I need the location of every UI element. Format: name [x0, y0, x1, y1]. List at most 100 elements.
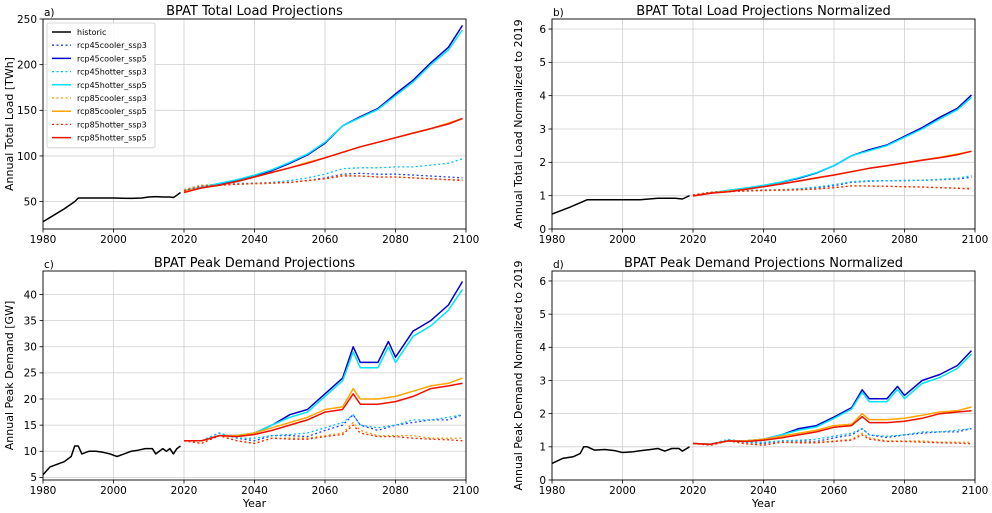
series-group — [552, 94, 973, 215]
series-line-rcp85hotter_ssp5 — [184, 382, 463, 442]
series-line-rcp85cooler_ssp5 — [184, 377, 463, 442]
x-tick-label: 2020 — [680, 485, 707, 497]
y-tick-label: 250 — [17, 14, 37, 26]
x-tick-label: 1980 — [30, 234, 57, 246]
y-axis-label: Annual Peak Demand [GW] — [3, 301, 16, 450]
panel-total-load: 1980 2000 2020 2040 2060 2080 2100 50 100 150 200 2… — [3, 4, 479, 246]
y-tick-label: 20 — [24, 394, 37, 406]
series-line-rcp85hotter_ssp5 — [183, 117, 463, 194]
y-tick-label: 150 — [17, 105, 37, 117]
y-tick-label: 35 — [24, 315, 37, 327]
y-tick-label: 2 — [539, 157, 546, 169]
legend-label: rcp85hotter_ssp5 — [77, 134, 147, 143]
series-line-rcp45cooler_ssp3 — [184, 414, 463, 442]
x-tick-label: 2080 — [382, 485, 409, 497]
y-tick-label: 30 — [24, 342, 37, 354]
legend-label: rcp45hotter_ssp5 — [77, 81, 147, 90]
y-tick-label: 40 — [24, 289, 37, 301]
y-tick-label: 100 — [17, 151, 37, 163]
y-tick-label: 3 — [539, 124, 546, 136]
x-tick-label: 2060 — [312, 234, 339, 246]
chart-title: BPAT Peak Demand Projections — [154, 256, 355, 271]
legend-label: rcp45cooler_ssp5 — [77, 54, 147, 63]
x-tick-label: 2000 — [100, 485, 127, 497]
x-tick-label: 2080 — [891, 485, 918, 497]
x-tick-label: 2060 — [312, 485, 339, 497]
series-line-historic — [552, 446, 690, 465]
series-group — [43, 281, 464, 476]
legend-label: historic — [77, 28, 106, 37]
panel-label: b) — [553, 7, 564, 19]
y-tick-label: 25 — [24, 368, 37, 380]
x-tick-label: 2040 — [750, 485, 777, 497]
x-tick-label: 2100 — [962, 485, 989, 497]
x-tick-label: 2060 — [821, 234, 848, 246]
x-tick-label: 1980 — [539, 485, 566, 497]
x-tick-label: 2100 — [453, 485, 480, 497]
series-line-rcp85hotter_ssp5 — [692, 150, 972, 197]
x-tick-label: 1980 — [539, 234, 566, 246]
series-line-rcp45hotter_ssp5 — [183, 29, 464, 192]
x-tick-label: 2020 — [171, 234, 198, 246]
series-line-rcp85hotter_ssp3 — [692, 434, 972, 446]
chart-title: BPAT Peak Demand Projections Normalized — [624, 256, 903, 271]
gridlines — [42, 271, 467, 480]
y-tick-label: 4 — [539, 90, 546, 102]
x-tick-label: 2000 — [609, 234, 636, 246]
legend-label: rcp45hotter_ssp3 — [77, 68, 147, 77]
x-tick-label: 2040 — [750, 234, 777, 246]
series-group — [43, 24, 464, 223]
y-axis-label: Annual Peak Demand Normalized to 2019 — [512, 261, 525, 491]
x-tick-label: 2000 — [609, 485, 636, 497]
panel-peak-demand: 1980 2000 2020 2040 2060 2080 2100 5 10 15 20 25 30 3… — [3, 256, 479, 510]
y-tick-label: 15 — [24, 420, 37, 432]
y-tick-label: 50 — [24, 196, 37, 208]
panel-label: d) — [553, 259, 564, 271]
series-line-historic — [552, 195, 690, 215]
y-tick-label: 2 — [539, 408, 546, 420]
x-tick-label: 2080 — [891, 234, 918, 246]
x-tick-label: 2100 — [962, 234, 989, 246]
panel-peak-demand-normalized: 1980 2000 2020 2040 2060 2080 2100 0 1 2 3 4 5 6 BPAT … — [512, 256, 988, 510]
panel-total-load-normalized: 1980 2000 2020 2040 2060 2080 2100 0 1 2 3 4 5 6 BPAT … — [512, 4, 988, 246]
x-axis-label: Year — [242, 497, 267, 510]
series-line-historic — [43, 445, 181, 476]
x-tick-label: 2020 — [171, 485, 198, 497]
legend-box — [46, 22, 156, 149]
x-tick-label: 1980 — [30, 485, 57, 497]
legend-label: rcp45cooler_ssp3 — [77, 41, 147, 50]
legend-label: rcp85cooler_ssp5 — [77, 107, 147, 116]
series-line-rcp45hotter_ssp5 — [692, 96, 972, 197]
y-tick-label: 5 — [30, 472, 37, 484]
series-line-rcp85cooler_ssp3 — [183, 421, 463, 445]
series-line-rcp85hotter_ssp5 — [692, 409, 972, 445]
panel-label: c) — [44, 259, 54, 271]
series-line-rcp45hotter_ssp3 — [692, 175, 972, 196]
y-tick-label: 6 — [539, 24, 546, 36]
x-tick-label: 2080 — [382, 234, 409, 246]
chart-title: BPAT Total Load Projections Normalized — [636, 4, 891, 19]
y-tick-label: 0 — [539, 475, 546, 487]
legend-label: rcp85cooler_ssp3 — [77, 94, 147, 103]
y-tick-label: 6 — [539, 276, 546, 288]
series-line-rcp45hotter_ssp3 — [184, 414, 463, 442]
y-tick-label: 5 — [539, 57, 546, 69]
x-tick-label: 2100 — [453, 234, 480, 246]
y-tick-label: 1 — [539, 442, 546, 454]
y-tick-label: 10 — [24, 446, 37, 458]
series-line-historic — [43, 191, 181, 223]
y-tick-label: 1 — [539, 190, 546, 202]
x-tick-label: 2000 — [100, 234, 127, 246]
y-tick-label: 200 — [17, 59, 37, 71]
chart-title: BPAT Total Load Projections — [166, 4, 343, 19]
panel-label: a) — [44, 7, 55, 19]
x-tick-label: 2020 — [680, 234, 707, 246]
series-line-rcp85hotter_ssp3 — [183, 424, 463, 445]
y-axis-label: Annual Total Load Normalized to 2019 — [512, 19, 525, 228]
series-line-rcp85hotter_ssp3 — [692, 185, 972, 196]
y-tick-label: 4 — [539, 342, 546, 354]
y-tick-label: 3 — [539, 375, 546, 387]
x-tick-label: 2040 — [241, 485, 268, 497]
y-tick-label: 0 — [539, 224, 546, 236]
